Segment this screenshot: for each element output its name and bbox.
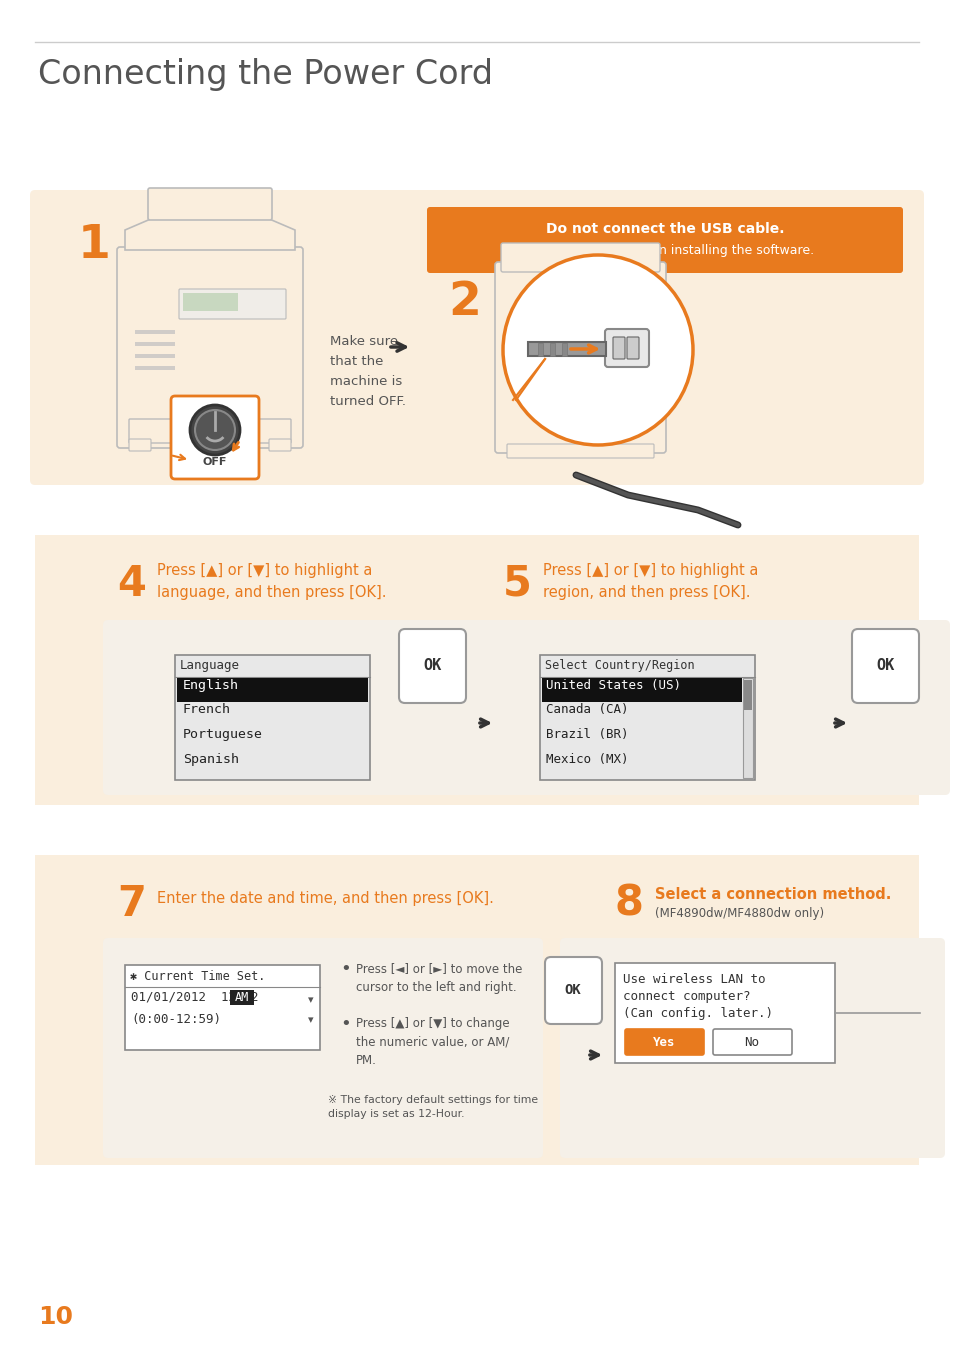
FancyBboxPatch shape xyxy=(550,343,555,356)
Text: 7: 7 xyxy=(117,883,146,925)
FancyBboxPatch shape xyxy=(427,207,902,273)
FancyBboxPatch shape xyxy=(541,678,741,702)
FancyBboxPatch shape xyxy=(624,1029,703,1054)
Text: •: • xyxy=(339,960,351,977)
Text: Canada (CA): Canada (CA) xyxy=(545,703,628,716)
Text: ▾: ▾ xyxy=(308,1015,314,1025)
Polygon shape xyxy=(527,342,605,356)
Text: French: French xyxy=(183,703,231,716)
FancyBboxPatch shape xyxy=(742,678,752,778)
FancyBboxPatch shape xyxy=(615,963,834,1062)
Text: 2: 2 xyxy=(448,279,480,325)
FancyBboxPatch shape xyxy=(179,289,286,319)
Text: Connect the cable when installing the software.: Connect the cable when installing the so… xyxy=(515,244,814,256)
Text: (Can config. later.): (Can config. later.) xyxy=(622,1007,772,1021)
Text: Press [◄] or [►] to move the
cursor to the left and right.: Press [◄] or [►] to move the cursor to t… xyxy=(355,963,522,994)
Text: Mexico (MX): Mexico (MX) xyxy=(545,753,628,765)
FancyBboxPatch shape xyxy=(108,855,918,1165)
FancyBboxPatch shape xyxy=(135,329,174,333)
FancyBboxPatch shape xyxy=(495,262,665,454)
Text: Press [▲] or [▼] to highlight a
region, and then press [OK].: Press [▲] or [▼] to highlight a region, … xyxy=(542,563,758,599)
Text: OK: OK xyxy=(423,659,441,674)
FancyBboxPatch shape xyxy=(539,655,754,780)
FancyBboxPatch shape xyxy=(174,655,370,780)
Text: AM: AM xyxy=(234,991,249,1004)
FancyBboxPatch shape xyxy=(183,293,237,310)
FancyBboxPatch shape xyxy=(129,439,151,451)
Text: ✱ Current Time Set.: ✱ Current Time Set. xyxy=(130,971,265,983)
Text: (0:00-12:59): (0:00-12:59) xyxy=(131,1012,221,1026)
Text: 1: 1 xyxy=(78,223,111,269)
FancyBboxPatch shape xyxy=(506,444,654,458)
FancyBboxPatch shape xyxy=(398,629,465,703)
Circle shape xyxy=(190,405,240,455)
FancyBboxPatch shape xyxy=(108,535,918,805)
Text: Yes: Yes xyxy=(652,1035,675,1049)
FancyBboxPatch shape xyxy=(148,188,272,220)
Text: Enter the date and time, and then press [OK].: Enter the date and time, and then press … xyxy=(157,891,494,906)
FancyBboxPatch shape xyxy=(500,243,659,271)
FancyBboxPatch shape xyxy=(626,338,639,359)
FancyBboxPatch shape xyxy=(537,343,542,356)
FancyBboxPatch shape xyxy=(525,343,564,375)
FancyBboxPatch shape xyxy=(561,343,566,356)
FancyBboxPatch shape xyxy=(129,418,291,443)
FancyBboxPatch shape xyxy=(135,342,174,346)
Text: 5: 5 xyxy=(502,563,532,605)
Text: Press [▲] or [▼] to highlight a
language, and then press [OK].: Press [▲] or [▼] to highlight a language… xyxy=(157,563,386,599)
Text: OFF: OFF xyxy=(203,458,227,467)
FancyBboxPatch shape xyxy=(559,938,944,1158)
FancyBboxPatch shape xyxy=(604,329,648,367)
Polygon shape xyxy=(35,855,140,1165)
FancyBboxPatch shape xyxy=(613,338,624,359)
Text: 01/01/2012  12:52: 01/01/2012 12:52 xyxy=(131,991,266,1004)
FancyBboxPatch shape xyxy=(544,957,601,1025)
Polygon shape xyxy=(35,535,140,805)
FancyBboxPatch shape xyxy=(269,439,291,451)
Text: 8: 8 xyxy=(615,883,643,925)
Polygon shape xyxy=(125,215,294,250)
Text: ▾: ▾ xyxy=(308,995,314,1004)
Text: OK: OK xyxy=(876,659,894,674)
FancyBboxPatch shape xyxy=(103,620,493,795)
Text: 4: 4 xyxy=(117,563,146,605)
Circle shape xyxy=(194,410,234,450)
Text: Spanish: Spanish xyxy=(183,753,239,765)
Text: Use wireless LAN to: Use wireless LAN to xyxy=(622,973,764,985)
Text: •: • xyxy=(339,1015,351,1033)
Text: Connecting the Power Cord: Connecting the Power Cord xyxy=(38,58,493,90)
Text: Language: Language xyxy=(180,659,240,672)
FancyBboxPatch shape xyxy=(103,938,542,1158)
FancyBboxPatch shape xyxy=(135,366,174,370)
FancyBboxPatch shape xyxy=(171,396,258,479)
Text: ※ The factory default settings for time
display is set as 12-Hour.: ※ The factory default settings for time … xyxy=(328,1095,537,1119)
Text: Make sure
that the
machine is
turned OFF.: Make sure that the machine is turned OFF… xyxy=(330,335,406,408)
FancyBboxPatch shape xyxy=(117,247,303,448)
Text: connect computer?: connect computer? xyxy=(622,990,750,1003)
FancyBboxPatch shape xyxy=(135,354,174,358)
Text: 10: 10 xyxy=(38,1305,73,1328)
Text: Select Country/Region: Select Country/Region xyxy=(544,659,694,672)
FancyBboxPatch shape xyxy=(743,680,751,710)
FancyBboxPatch shape xyxy=(851,629,918,703)
Text: United States (US): United States (US) xyxy=(545,679,680,693)
Circle shape xyxy=(502,255,692,446)
Text: English: English xyxy=(183,679,239,693)
Text: Press [▲] or [▼] to change
the numeric value, or AM/
PM.: Press [▲] or [▼] to change the numeric v… xyxy=(355,1017,509,1066)
FancyBboxPatch shape xyxy=(459,620,949,795)
Text: Do not connect the USB cable.: Do not connect the USB cable. xyxy=(545,221,783,236)
FancyBboxPatch shape xyxy=(712,1029,791,1054)
Text: Brazil (BR): Brazil (BR) xyxy=(545,728,628,741)
FancyBboxPatch shape xyxy=(125,965,319,1050)
Text: (MF4890dw/MF4880dw only): (MF4890dw/MF4880dw only) xyxy=(655,907,823,919)
FancyBboxPatch shape xyxy=(177,678,368,702)
Text: Select a connection method.: Select a connection method. xyxy=(655,887,890,902)
FancyBboxPatch shape xyxy=(30,190,923,485)
FancyBboxPatch shape xyxy=(230,990,253,1004)
Text: OK: OK xyxy=(564,983,580,998)
Text: Portuguese: Portuguese xyxy=(183,728,263,741)
Text: No: No xyxy=(743,1035,759,1049)
